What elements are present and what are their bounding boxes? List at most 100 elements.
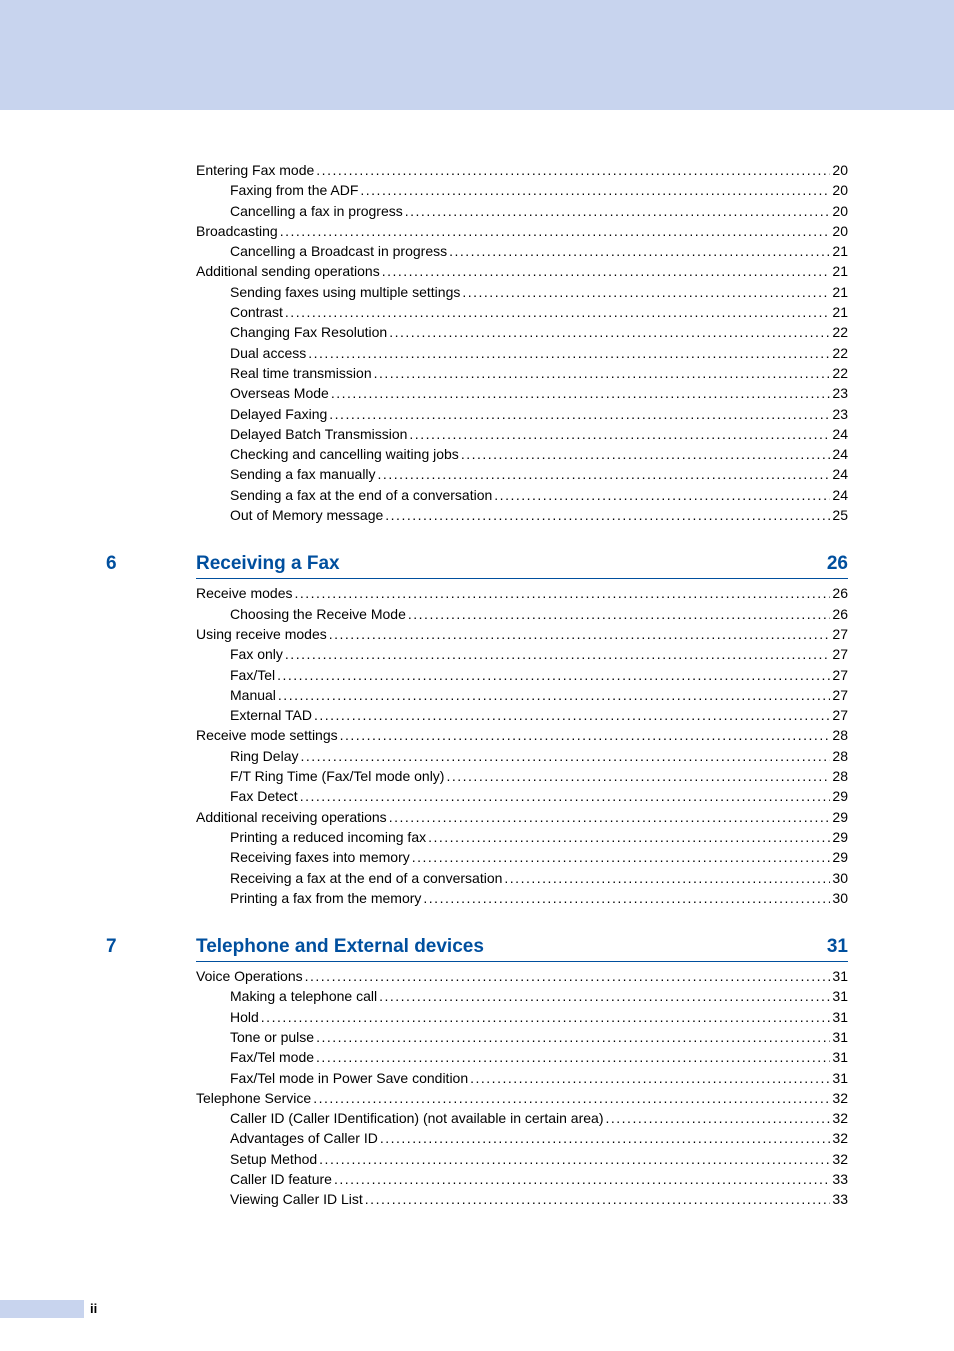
toc-section-7: 7 Telephone and External devices 31 Voic…: [106, 936, 848, 1210]
toc-entry[interactable]: Using receive modes27: [196, 624, 848, 644]
toc-entry-label: Additional receiving operations: [196, 807, 389, 827]
toc-leader-dots: [385, 505, 830, 525]
toc-entry-label: Faxing from the ADF: [230, 180, 360, 200]
toc-entry[interactable]: Delayed Batch Transmission24: [196, 424, 848, 444]
toc-leader-dots: [428, 827, 830, 847]
toc-entry-label: Viewing Caller ID List: [230, 1189, 365, 1209]
toc-leader-dots: [494, 485, 830, 505]
toc-entry-label: External TAD: [230, 705, 314, 725]
toc-entry[interactable]: Delayed Faxing23: [196, 404, 848, 424]
toc-entry-label: Receiving a fax at the end of a conversa…: [230, 868, 504, 888]
toc-entry[interactable]: Broadcasting 20: [196, 221, 848, 241]
toc-entry[interactable]: Choosing the Receive Mode26: [196, 604, 848, 624]
section-heading-wrap: 6 Receiving a Fax 26: [106, 553, 848, 579]
toc-entry[interactable]: Fax/Tel mode31: [196, 1047, 848, 1067]
toc-entry[interactable]: Caller ID feature33: [196, 1169, 848, 1189]
toc-entry[interactable]: Cancelling a Broadcast in progress21: [196, 241, 848, 261]
toc-leader-dots: [261, 1007, 831, 1027]
toc-entry-page: 24: [830, 444, 848, 464]
toc-leader-dots: [470, 1068, 830, 1088]
toc-entry[interactable]: Printing a fax from the memory30: [196, 888, 848, 908]
toc-entry[interactable]: Printing a reduced incoming fax29: [196, 827, 848, 847]
toc-entry[interactable]: Sending a fax manually24: [196, 464, 848, 484]
toc-entry-label: Manual: [230, 685, 278, 705]
toc-entry-label: Telephone Service: [196, 1088, 313, 1108]
toc-entry[interactable]: Sending a fax at the end of a conversati…: [196, 485, 848, 505]
toc-entry-page: 28: [830, 766, 848, 786]
toc-entry-page: 31: [830, 1007, 848, 1027]
toc-entry[interactable]: Additional sending operations21: [196, 261, 848, 281]
toc-leader-dots: [334, 1169, 830, 1189]
toc-leader-dots: [316, 1047, 830, 1067]
toc-entry-page: 31: [830, 1068, 848, 1088]
toc-entry-page: 20: [830, 221, 848, 241]
toc-entry-label: Entering Fax mode: [196, 160, 316, 180]
toc-entry-label: Caller ID (Caller IDentification) (not a…: [230, 1108, 606, 1128]
toc-entry[interactable]: Fax Detect29: [196, 786, 848, 806]
toc-entry-page: 20: [830, 180, 848, 200]
toc-entry-page: 25: [830, 505, 848, 525]
toc-leader-dots: [446, 766, 830, 786]
section-heading: Receiving a Fax 26: [196, 553, 848, 579]
section-page: 31: [827, 936, 848, 958]
toc-entry-page: 29: [830, 807, 848, 827]
section-heading: Telephone and External devices 31: [196, 936, 848, 962]
toc-entry[interactable]: Receive mode settings 28: [196, 725, 848, 745]
toc-entry[interactable]: F/T Ring Time (Fax/Tel mode only) 28: [196, 766, 848, 786]
toc-entry[interactable]: Making a telephone call31: [196, 986, 848, 1006]
toc-entry-page: 29: [830, 847, 848, 867]
toc-entry[interactable]: Advantages of Caller ID32: [196, 1128, 848, 1148]
toc-entry[interactable]: Fax only27: [196, 644, 848, 664]
toc-entry[interactable]: Ring Delay28: [196, 746, 848, 766]
toc-leader-dots: [277, 665, 830, 685]
section-number: 6: [106, 553, 117, 575]
toc-entry[interactable]: Hold31: [196, 1007, 848, 1027]
toc-entry[interactable]: Faxing from the ADF 20: [196, 180, 848, 200]
toc-leader-dots: [379, 986, 830, 1006]
toc-entry[interactable]: Setup Method32: [196, 1149, 848, 1169]
section-title: Telephone and External devices: [196, 936, 484, 958]
toc-leader-dots: [316, 160, 830, 180]
toc-entry[interactable]: Receive modes26: [196, 583, 848, 603]
toc-entry[interactable]: Receiving a fax at the end of a conversa…: [196, 868, 848, 888]
toc-entry-page: 27: [830, 705, 848, 725]
toc-entry[interactable]: Real time transmission22: [196, 363, 848, 383]
toc-entry-page: 20: [830, 201, 848, 221]
toc-entry[interactable]: Dual access22: [196, 343, 848, 363]
toc-entry[interactable]: Manual27: [196, 685, 848, 705]
toc-entry[interactable]: Additional receiving operations 29: [196, 807, 848, 827]
toc-entry[interactable]: Overseas Mode23: [196, 383, 848, 403]
toc-entry[interactable]: Changing Fax Resolution22: [196, 322, 848, 342]
toc-entry-label: Fax/Tel: [230, 665, 277, 685]
toc-entry[interactable]: Fax/Tel 27: [196, 665, 848, 685]
toc-entry[interactable]: Cancelling a fax in progress20: [196, 201, 848, 221]
toc-entry[interactable]: Voice Operations 31: [196, 966, 848, 986]
toc-entry-page: 27: [830, 665, 848, 685]
toc-entry-label: Contrast: [230, 302, 285, 322]
toc-entry[interactable]: Telephone Service32: [196, 1088, 848, 1108]
toc-entry[interactable]: Out of Memory message25: [196, 505, 848, 525]
toc-leader-dots: [462, 282, 830, 302]
toc-leader-dots: [329, 404, 830, 424]
toc-entry-page: 28: [830, 725, 848, 745]
toc-entry-label: F/T Ring Time (Fax/Tel mode only): [230, 766, 446, 786]
toc-entry[interactable]: Checking and cancelling waiting jobs24: [196, 444, 848, 464]
toc-entry-page: 31: [830, 1027, 848, 1047]
toc-entry[interactable]: Tone or pulse31: [196, 1027, 848, 1047]
toc-entry[interactable]: Caller ID (Caller IDentification) (not a…: [196, 1108, 848, 1128]
toc-entry[interactable]: Entering Fax mode20: [196, 160, 848, 180]
toc-entry[interactable]: Receiving faxes into memory29: [196, 847, 848, 867]
toc-entry[interactable]: Viewing Caller ID List33: [196, 1189, 848, 1209]
toc-entry[interactable]: Fax/Tel mode in Power Save condition31: [196, 1068, 848, 1088]
toc-entry-page: 29: [830, 786, 848, 806]
toc-entry-label: Broadcasting: [196, 221, 280, 241]
toc-entry-label: Fax/Tel mode: [230, 1047, 316, 1067]
toc-entry-page: 21: [830, 302, 848, 322]
toc-leader-dots: [412, 847, 831, 867]
toc-entry[interactable]: External TAD 27: [196, 705, 848, 725]
toc-entry-page: 22: [830, 343, 848, 363]
toc-entry[interactable]: Sending faxes using multiple settings21: [196, 282, 848, 302]
toc-entry-label: Receive mode settings: [196, 725, 340, 745]
toc-entry-page: 22: [830, 363, 848, 383]
toc-entry[interactable]: Contrast 21: [196, 302, 848, 322]
